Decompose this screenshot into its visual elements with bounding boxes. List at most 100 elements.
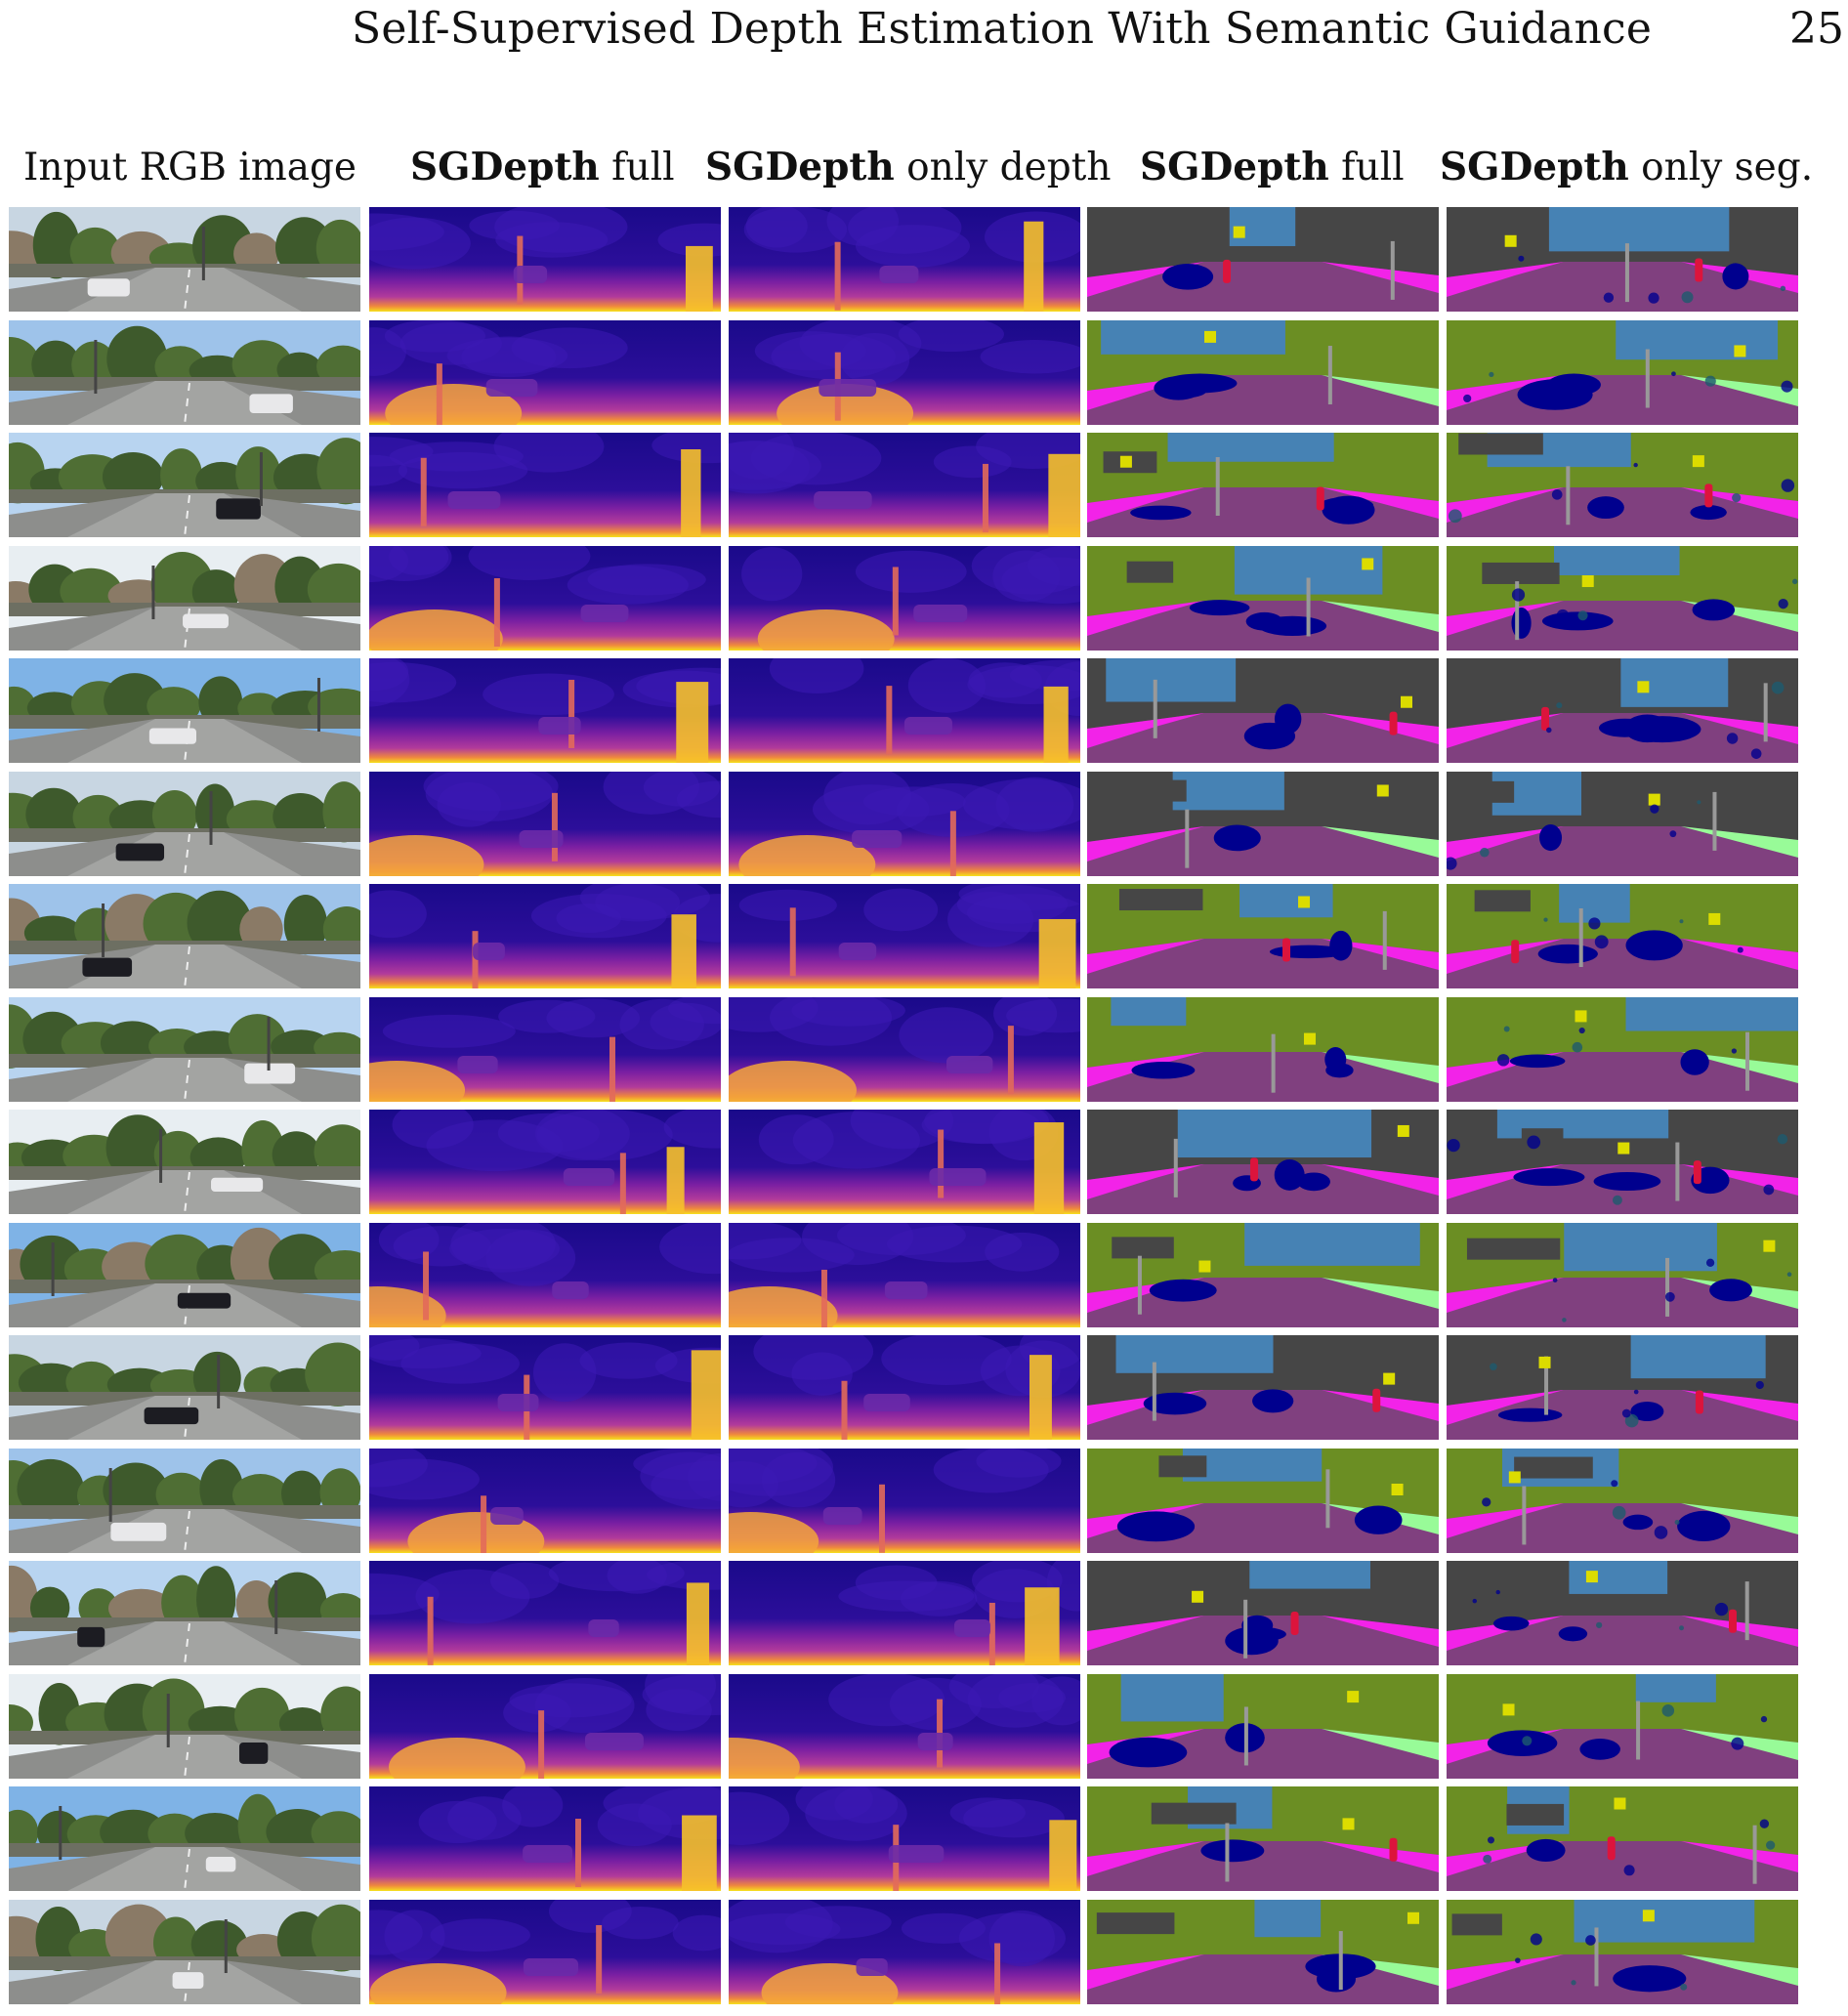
input-rgb-image [9,1561,360,1665]
seg-only-image [1447,1448,1798,1553]
depth-only-image [729,996,1080,1102]
figure-row [0,319,1848,425]
column-header-seg-full: SGDepth full [1140,145,1405,189]
depth-full-image [369,658,721,763]
seg-only-image [1447,1222,1798,1327]
seg-only-image [1447,433,1798,537]
figure-row [0,207,1848,312]
depth-full-image [369,1786,721,1891]
seg-full-image [1087,1673,1439,1779]
seg-only-image [1447,545,1798,651]
seg-only-image [1447,884,1798,988]
figure-row [0,884,1848,988]
seg-only-image [1447,1673,1798,1779]
input-rgb-image [9,1899,360,2004]
seg-full-image [1087,658,1439,763]
seg-full-image [1087,771,1439,876]
input-rgb-image [9,1222,360,1327]
depth-full-image [369,1673,721,1779]
seg-full-image [1087,1110,1439,1214]
column-header-depth-only: SGDepth only depth [705,145,1111,189]
figure-row [0,658,1848,763]
running-header: Self-Supervised Depth Estimation With Se… [0,0,1848,59]
depth-only-image [729,1448,1080,1553]
depth-full-image [369,1899,721,2004]
depth-only-image [729,545,1080,651]
depth-only-image [729,1222,1080,1327]
seg-only-image [1447,1786,1798,1891]
input-rgb-image [9,207,360,312]
input-rgb-image [9,1110,360,1214]
input-rgb-image [9,996,360,1102]
depth-only-image [729,1786,1080,1891]
depth-full-image [369,319,721,425]
input-rgb-image [9,884,360,988]
seg-full-image [1087,319,1439,425]
depth-only-image [729,433,1080,537]
figure-row [0,1673,1848,1779]
input-rgb-image [9,1786,360,1891]
depth-only-image [729,1561,1080,1665]
seg-only-image [1447,207,1798,312]
depth-full-image [369,771,721,876]
input-rgb-image [9,1448,360,1553]
depth-full-image [369,1335,721,1440]
seg-full-image [1087,996,1439,1102]
seg-only-image [1447,1561,1798,1665]
seg-full-image [1087,1448,1439,1553]
depth-only-image [729,207,1080,312]
seg-full-image [1087,207,1439,312]
depth-full-image [369,1448,721,1553]
input-rgb-image [9,433,360,537]
figure-row [0,771,1848,876]
seg-full-image [1087,1786,1439,1891]
column-header-seg-full-bold: SGDepth [1140,145,1329,189]
input-rgb-image [9,1335,360,1440]
figure-row [0,1899,1848,2004]
seg-only-image [1447,771,1798,876]
depth-only-image [729,319,1080,425]
figure-row [0,545,1848,651]
depth-full-image [369,433,721,537]
depth-full-image [369,545,721,651]
seg-only-image [1447,1899,1798,2004]
depth-only-image [729,1673,1080,1779]
seg-only-image [1447,1335,1798,1440]
figure-row [0,1110,1848,1214]
running-title: Self-Supervised Depth Estimation With Se… [352,4,1653,54]
column-header-seg-only: SGDepth only seg. [1440,145,1813,189]
seg-full-image [1087,1561,1439,1665]
input-rgb-image [9,319,360,425]
depth-full-image [369,1222,721,1327]
seg-full-image [1087,1335,1439,1440]
depth-only-image [729,1110,1080,1214]
depth-full-image [369,1110,721,1214]
depth-full-image [369,884,721,988]
column-header-seg-only-label: only seg. [1628,146,1814,189]
column-header-depth-full: SGDepth full [410,145,675,189]
seg-only-image [1447,319,1798,425]
figure-row [0,1222,1848,1327]
depth-only-image [729,1899,1080,2004]
input-rgb-image [9,771,360,876]
seg-only-image [1447,1110,1798,1214]
result-grid [0,207,1848,2014]
page-number: 25 [1789,4,1844,54]
column-headers: Input RGB image SGDepth full SGDepth onl… [0,145,1848,199]
depth-only-image [729,771,1080,876]
seg-only-image [1447,996,1798,1102]
column-header-input: Input RGB image [23,145,357,189]
input-rgb-image [9,658,360,763]
input-rgb-image [9,1673,360,1779]
column-header-depth-only-label: only depth [894,146,1112,189]
seg-full-image [1087,1222,1439,1327]
column-header-input-label: Input RGB image [23,146,357,189]
figure-row [0,1448,1848,1553]
depth-only-image [729,658,1080,763]
figure-row [0,1335,1848,1440]
seg-full-image [1087,545,1439,651]
depth-only-image [729,1335,1080,1440]
seg-only-image [1447,658,1798,763]
depth-only-image [729,884,1080,988]
figure-row [0,1786,1848,1891]
